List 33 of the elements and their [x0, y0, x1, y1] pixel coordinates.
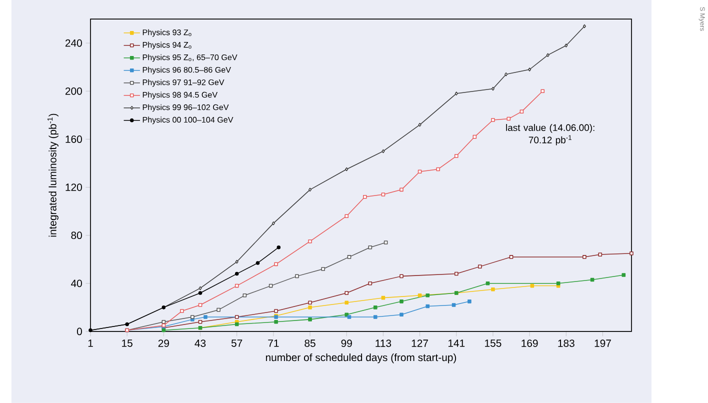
legend-label: Physics 96 80.5–86 GeV: [142, 66, 231, 74]
x-tick-label: 43: [194, 340, 206, 348]
x-tick-label: 99: [341, 340, 352, 348]
x-tick-label: 1: [88, 340, 93, 347]
annotation: last value (14.06.00): 70.12 pb$^{-1}$: [506, 124, 594, 146]
x-tick-label: 85: [304, 340, 316, 348]
legend-label: Physics 99 96–102 GeV: [142, 104, 229, 112]
x-axis-title: number of scheduled days (from start-up): [266, 354, 456, 364]
x-tick-label: 57: [231, 340, 242, 347]
legend-label: Physics 94 Z$_{o}$: [142, 42, 192, 50]
y-tick-label: 160: [66, 136, 82, 143]
x-tick-label: 155: [485, 340, 502, 347]
x-tick-label: 113: [376, 340, 392, 348]
y-axis-title: integrated luminosity (pb$^{-1}$): [47, 114, 58, 237]
x-tick-label: 71: [268, 340, 279, 347]
x-tick-label: 169: [522, 340, 538, 348]
y-tick-label: 240: [65, 39, 82, 47]
y-tick-label: 200: [65, 88, 82, 95]
legend-label: Physics 95 Z$_{o}$, 65–70 GeV: [142, 54, 238, 62]
legend-label: Physics 98 94.5 GeV: [142, 92, 218, 100]
x-tick-label: 183: [558, 340, 574, 348]
legend-label: Physics 97 91–92 GeV: [142, 79, 224, 87]
y-tick-label: 120: [66, 184, 82, 192]
x-tick-label: 197: [594, 340, 611, 348]
y-tick-label: 40: [71, 280, 82, 288]
y-tick-label: 80: [71, 232, 82, 240]
x-tick-label: 29: [158, 340, 169, 348]
x-tick-label: 15: [122, 340, 132, 347]
x-tick-label: 127: [412, 340, 428, 347]
y-tick-label: 0: [76, 328, 82, 336]
legend-label: Physics 00 100–104 GeV: [142, 116, 234, 124]
legend-label: Physics 93 Z$_{o}$: [142, 29, 192, 37]
x-tick-label: 141: [448, 340, 465, 347]
